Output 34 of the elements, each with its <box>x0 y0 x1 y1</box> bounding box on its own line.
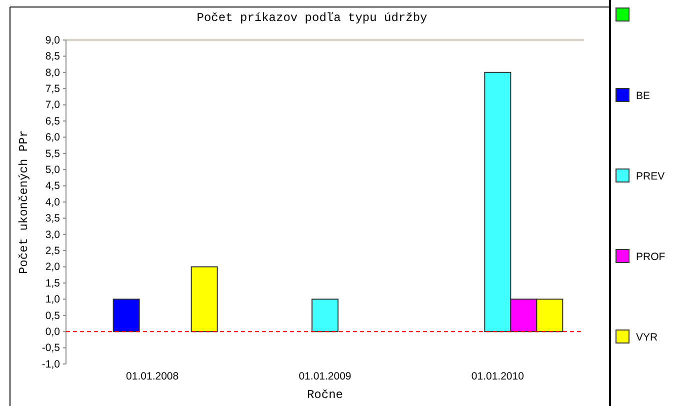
y-tick-label: 8,5 <box>45 50 60 63</box>
y-tick-label: 0,0 <box>45 326 60 338</box>
y-tick-label: 2,5 <box>45 244 60 257</box>
y-tick-label: 2,0 <box>45 261 60 274</box>
bar <box>112 298 140 332</box>
y-tick-label: 6,0 <box>45 132 60 144</box>
y-tick-label: 0,5 <box>45 310 60 322</box>
y-tick-label: 9,0 <box>45 34 60 46</box>
bar <box>190 266 218 332</box>
y-tick-label: 4,0 <box>45 196 60 208</box>
y-tick-label: 8,0 <box>45 66 60 79</box>
bar <box>312 298 338 332</box>
y-tick-label: 5,5 <box>45 148 60 160</box>
y-tick-label: 3,0 <box>45 228 60 241</box>
y-axis-title: Počet ukončených PPr <box>17 130 31 274</box>
x-tick-label: 01.01.2009 <box>298 370 352 383</box>
y-tick-label: -1,0 <box>42 358 60 370</box>
x-axis-title: Ročne <box>306 388 344 402</box>
y-tick-label: 5,0 <box>45 164 60 176</box>
y-tick-label: 4,5 <box>45 180 60 192</box>
x-tick-label: 01.01.2008 <box>126 370 179 383</box>
y-tick-label: -0,5 <box>42 342 60 354</box>
y-tick-label: 7,5 <box>45 82 60 95</box>
chart-title: Počet príkazov podľa typu údržby <box>196 11 428 25</box>
y-tick-label: 1,5 <box>45 277 60 290</box>
legend-label: PROF <box>636 251 666 263</box>
y-tick-label: 1,0 <box>45 294 60 306</box>
x-tick-label: 01.01.2010 <box>471 370 524 383</box>
y-tick-label: 3,5 <box>45 212 60 225</box>
y-tick-label: 6,5 <box>45 115 60 128</box>
y-tick-label: 7,0 <box>45 99 60 112</box>
legend-label: PREV <box>636 170 665 182</box>
legend-label: VYR <box>636 332 658 344</box>
legend-label: BE <box>636 90 650 102</box>
